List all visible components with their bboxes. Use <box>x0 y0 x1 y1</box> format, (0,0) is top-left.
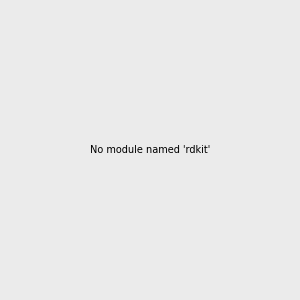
Text: No module named 'rdkit': No module named 'rdkit' <box>90 145 210 155</box>
